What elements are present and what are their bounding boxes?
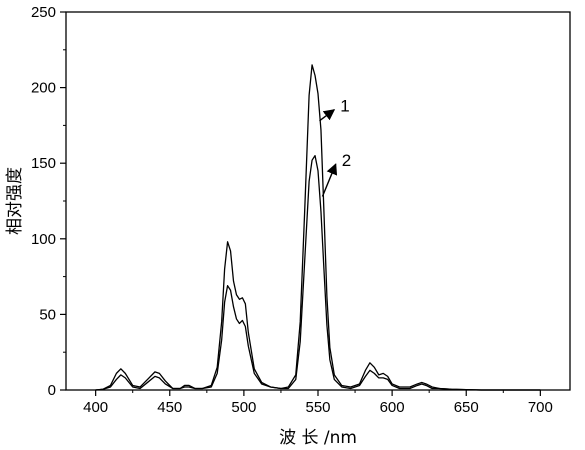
y-tick-label: 250 — [31, 4, 56, 21]
x-tick-label: 550 — [305, 399, 330, 416]
annotation-label-1: 1 — [340, 97, 349, 116]
series-layer — [95, 64, 541, 391]
x-tick-label: 500 — [231, 399, 256, 416]
x-tick-label: 600 — [380, 399, 405, 416]
series-line-2 — [95, 154, 541, 391]
series-line-1 — [95, 64, 541, 391]
y-tick-label: 150 — [31, 155, 56, 172]
x-tick-label: 450 — [157, 399, 182, 416]
x-tick-label: 400 — [83, 399, 108, 416]
x-axis-title: 波 长 /nm — [279, 428, 357, 448]
tick-layer: 400 450 500 550 600 650 700 0 50 100 150 200 250 — [31, 4, 553, 416]
annotation-arrow-1 — [319, 109, 336, 122]
y-tick-label: 100 — [31, 231, 56, 248]
y-tick-label: 200 — [31, 80, 56, 97]
plot-frame — [65, 11, 571, 391]
y-tick-label: 50 — [39, 306, 56, 323]
annotation-arrow-2 — [321, 163, 338, 197]
x-tick-label: 700 — [528, 399, 553, 416]
annotation-label-2: 2 — [342, 151, 351, 170]
y-axis-title: 相对强度 — [5, 167, 25, 235]
annotation-layer: 12 — [319, 97, 351, 197]
y-tick-label: 0 — [48, 382, 56, 399]
x-tick-label: 650 — [454, 399, 479, 416]
